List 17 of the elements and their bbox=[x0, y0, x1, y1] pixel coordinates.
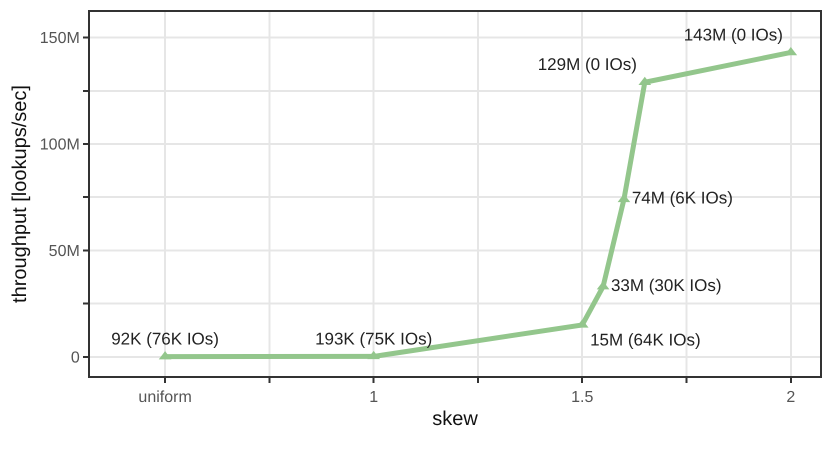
data-label: 92K (76K IOs) bbox=[111, 330, 219, 349]
y-tick-label: 50M bbox=[48, 243, 80, 260]
data-label: 33M (30K IOs) bbox=[610, 276, 722, 295]
y-axis-title: throughput [lookups/sec] bbox=[8, 85, 31, 303]
y-tick-label: 0 bbox=[70, 349, 80, 366]
y-tick-label: 150M bbox=[40, 30, 80, 48]
data-label: 143M (0 IOs) bbox=[684, 25, 783, 44]
y-tick-label: 100M bbox=[40, 136, 80, 154]
x-tick-label: 1 bbox=[369, 389, 378, 406]
data-label: 193K (75K IOs) bbox=[315, 329, 432, 348]
x-tick-label: uniform bbox=[138, 389, 192, 406]
data-label: 15M (64K IOs) bbox=[590, 330, 701, 350]
x-tick-label: 1.5 bbox=[571, 389, 594, 406]
x-tick-label: 2 bbox=[786, 389, 796, 406]
x-axis-title: skew bbox=[432, 408, 478, 430]
data-label: 129M (0 IOs) bbox=[538, 55, 637, 74]
data-label: 74M (6K IOs) bbox=[632, 188, 733, 208]
